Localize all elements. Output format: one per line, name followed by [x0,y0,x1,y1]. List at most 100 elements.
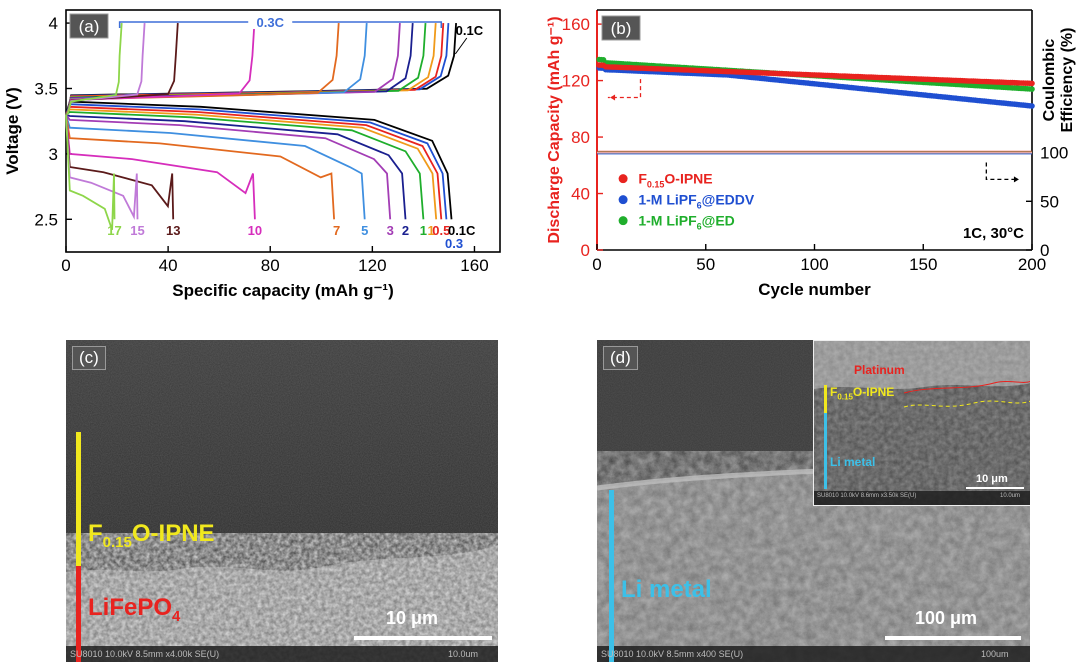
sem-d-inset-footer: SU8010 10.0kV 8.6mm x3.50k SE(U) [817,493,917,499]
sem-c-label-electrolyte: F0.15O-IPNE [88,520,215,551]
sem-c-scalebar [354,636,492,640]
chart-a-axes: 0 40 80 120 160 2.5 3 3.5 4 Specific capacity (mA… [3,9,501,300]
chart-b-legend-label: F0.15O-IPNE [638,171,712,190]
chart-b-ytick2-label: 100 [1040,144,1068,163]
sem-d-inset-bar-bottom [824,413,827,489]
sem-d-scalebar [885,636,1021,640]
panel-tag-a-label: (a) [79,17,100,36]
chart-a-rate-label: 1 [427,223,434,238]
chart-b-ylabel2-a: Coulombic [1041,39,1058,122]
chart-a-top-annotation: 0.3C [257,15,285,30]
sem-c-layer-bar-bottom [76,566,81,662]
panel-tag-b-label: (b) [611,19,632,38]
chart-b-condition: 1C, 30°C [963,225,1024,242]
chart-a-rate-label: 5 [361,223,368,238]
sem-c-texture [66,340,498,662]
chart-a-charge-curve [66,23,445,115]
chart-b-arrowhead-right [1013,176,1019,183]
chart-b-ytick2-label: 50 [1040,192,1059,211]
chart-b-arrow-left [607,79,642,99]
chart-b-ytick2-label: 0 [1040,241,1049,260]
chart-a-ytick-label: 3 [49,145,58,164]
sem-d-inset-scalebar [966,487,1024,489]
chart-b-capacity-point [1029,103,1035,109]
chart-a-discharge-curve [65,111,425,220]
chart-a-xlabel: Specific capacity (mAh g⁻¹) [172,281,394,300]
chart-a-xtick-label: 40 [159,256,178,275]
chart-a-rate-label: 17 [107,223,121,238]
chart-a-discharge-curve [65,114,335,220]
panel-tag-c: (c) [72,346,106,370]
chart-a-labels: (a)17 15 13 10 7 5 3 2 1 10.50.1C0.30.3C0.1C [69,13,484,251]
chart-b-ylabel: Discharge Capacity (mAh g⁻¹) [546,16,563,243]
chart-a-charge-curve [66,23,401,115]
panel-tag-b: (b) [601,15,641,41]
chart-a-discharge-curve [65,114,256,220]
chart-a-rate-label: 0.5 [432,223,450,238]
chart-a-ytick-label: 3.5 [34,79,58,98]
chart-b-capacity-point [1029,80,1035,87]
sem-c-label-cathode: LiFePO4 [88,594,181,625]
chart-b-ytick-label: 80 [571,128,590,147]
chart-a-discharge-curve [65,108,438,220]
chart-b-legend-label: 1-M LiPF6@EDDV [638,192,755,211]
sem-c-scalebar-label: 10 μm [386,608,439,628]
chart-a-discharge-curve [65,114,366,220]
chart-b-ytick-label: 40 [571,185,590,204]
chart-b-xtick-label: 100 [800,255,828,274]
chart-b-xlabel: Cycle number [758,280,871,299]
sem-d-inset-platinum: Platinum [854,363,905,377]
chart-b-arrowhead-left [610,94,616,101]
sem-image-d: Li metal 100 μm SU8010 10.0kV 8.5mm x400… [597,340,1030,662]
chart-a-ylabel: Voltage (V) [3,87,22,175]
chart-a-rate-label: 13 [166,223,180,238]
chart-b-xtick-label: 200 [1018,255,1046,274]
chart-b-ytick-label: 0 [581,241,590,260]
chart-b-capacity-point [1029,86,1035,92]
sem-c-layer-bar-top [76,432,81,566]
chart-b-legend-marker [618,174,628,184]
chart-a-rate-label: 0.1C [448,223,476,238]
chart-b-ylabel2-b: Efficiency (%) [1059,28,1076,133]
chart-a-charge-curve [66,23,450,115]
chart-a-voltage-profiles: 0 40 80 120 160 2.5 3 3.5 4 Specific capacity (mA… [3,9,501,300]
chart-a-xtick-label: 160 [460,256,488,275]
sem-image-c: F0.15O-IPNE LiFePO4 10 μm SU8010 10.0kV … [66,340,498,662]
sem-d-scalebar-label: 100 μm [915,608,978,628]
chart-a-charge-curve [66,23,123,115]
chart-a-arrow [454,37,468,55]
chart-a-rate-label: 0.3 [445,236,463,251]
chart-b-ytick-label: 160 [562,15,590,34]
sem-c-footer: SU8010 10.0kV 8.5mm x4.00k SE(U) [70,649,220,659]
sem-c-footer-right: 10.0um [448,649,479,659]
chart-a-ytick-label: 2.5 [34,210,58,229]
chart-a-xtick-label: 80 [261,256,280,275]
sem-d-layer-bar [609,490,614,662]
sem-d-inset-li: Li metal [830,455,876,469]
chart-a-rate-label: 15 [130,223,144,238]
chart-a-rate-label: 3 [387,223,394,238]
chart-b-xtick-label: 0 [592,255,601,274]
chart-a-rate-label: 1 [420,223,427,238]
chart-b-arrow-right [985,162,1017,181]
chart-a-charge-curve [66,23,457,115]
chart-a-discharge-curve [65,114,116,231]
chart-a-top-annotation-01: 0.1C [456,23,484,38]
chart-a-rate-label: 10 [248,223,262,238]
chart-b-labels: (b) F0.15O-IPNE 1-M LiPF6@EDDV 1-M LiPF6@ED… [601,15,1024,242]
chart-b-ytick-label: 120 [562,72,590,91]
sem-d-inset-bar-top [824,385,827,413]
panel-tag-b-bg [601,15,641,41]
chart-b-series [596,56,1035,155]
chart-a-ytick-label: 4 [49,14,58,33]
chart-b-legend-marker [618,216,628,226]
sem-d-inset-scalebar-label: 10 μm [976,473,1008,485]
chart-a-bracket-mask [248,13,293,29]
chart-a-xtick-label: 0 [61,256,70,275]
chart-a-discharge-curve [65,113,407,220]
sem-d-inset: Platinum F0.15O-IPNE Li metal 10 μm SU80… [813,340,1030,506]
chart-b-xtick-label: 50 [696,255,715,274]
chart-b-xtick-label: 150 [909,255,937,274]
